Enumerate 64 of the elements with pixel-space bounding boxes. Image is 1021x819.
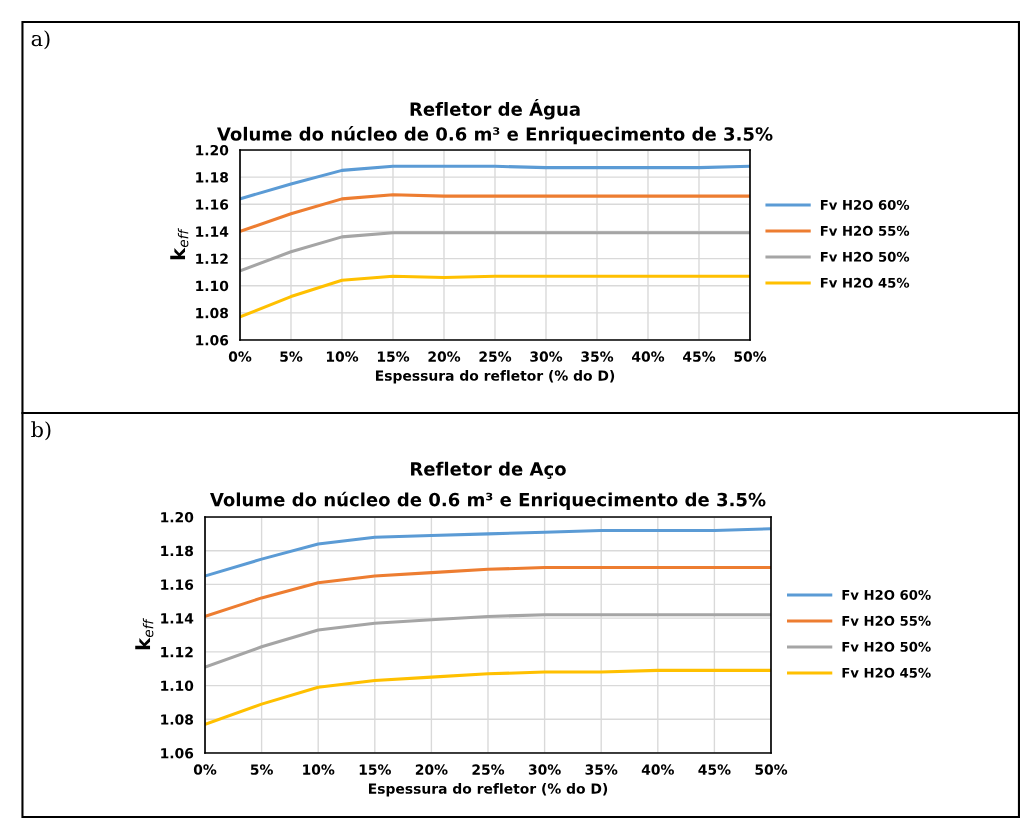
x-tick-label: 50% (734, 351, 767, 362)
text: b) (31, 421, 51, 441)
x-tick-label: 40% (641, 764, 674, 775)
x-tick-label: 10% (303, 764, 335, 775)
legend-label: Fv H2O 60% (820, 199, 910, 210)
x-tick-label: 35% (585, 764, 618, 775)
chart-subtitle: Volume do núcleo de 0.6 m³ e Enriquecimento de 3.5% (210, 491, 766, 510)
x-tick-label: 20% (415, 764, 448, 775)
line-series (240, 164, 750, 201)
y-tick-label: 1.18 (161, 545, 194, 557)
y-tick-label: 1.18 (196, 172, 229, 183)
x-tick-label: 25% (472, 764, 505, 775)
y-axis-title: k$_{eff}$ (170, 228, 189, 260)
x-tick-label: 50% (755, 764, 788, 775)
x-axis-title: Espessura do refletor (% do D) (368, 783, 608, 797)
y-tick-label: 1.06 (196, 334, 229, 346)
y-tick-label: 1.10 (161, 680, 194, 692)
x-tick-label: 5% (280, 351, 303, 362)
x-tick-label: 45% (698, 764, 731, 775)
x-tick-label: 10% (326, 351, 359, 362)
legend-label: Fv H2O 45% (842, 667, 931, 678)
line-series (240, 231, 750, 273)
x-tick-label: 15% (359, 764, 391, 775)
chart-title: Refletor de Aço (411, 461, 566, 480)
x-tick-label: 35% (581, 351, 614, 362)
legend-label: Fv H2O 55% (820, 225, 910, 236)
y-tick-label: 1.14 (196, 226, 229, 237)
y-axis-title: k$_{eff}$ (135, 618, 154, 650)
y-tick-label: 1.20 (196, 144, 229, 156)
y-tick-label: 1.10 (196, 280, 229, 292)
y-tick-label: 1.16 (196, 199, 229, 210)
x-tick-label: 40% (632, 351, 665, 362)
line-series (205, 527, 771, 578)
text: a) (31, 30, 50, 50)
y-tick-label: 1.06 (161, 747, 194, 759)
y-tick-label: 1.14 (161, 613, 194, 624)
x-tick-label: 0% (228, 351, 252, 362)
line-series (205, 613, 771, 669)
legend-label: Fv H2O 60% (842, 589, 931, 600)
y-tick-label: 1.12 (161, 646, 193, 658)
x-axis-title: Espessura do refletor (% do D) (375, 370, 615, 384)
legend-label: Fv H2O 50% (820, 251, 910, 262)
x-tick-label: 30% (528, 764, 561, 775)
y-tick-label: 1.16 (161, 579, 194, 590)
legend-label: Fv H2O 55% (842, 615, 931, 626)
legend-label: Fv H2O 45% (820, 277, 910, 288)
chart-subtitle: Volume do núcleo de 0.6 m³ e Enriquecimento de 3.5% (217, 126, 773, 145)
line-series (205, 566, 771, 618)
x-tick-label: 45% (683, 351, 716, 362)
line-series (240, 193, 750, 233)
line-series (205, 668, 771, 726)
y-tick-label: 1.20 (161, 511, 194, 523)
y-tick-label: 1.08 (161, 714, 194, 725)
x-tick-label: 30% (530, 351, 563, 362)
x-tick-label: 5% (250, 764, 273, 775)
line-series (240, 274, 750, 319)
y-tick-label: 1.08 (196, 307, 229, 319)
legend-label: Fv H2O 50% (842, 641, 931, 652)
x-tick-label: 15% (377, 351, 410, 362)
x-tick-label: 0% (193, 764, 217, 775)
y-tick-label: 1.12 (196, 253, 228, 264)
x-tick-label: 25% (479, 351, 512, 362)
chart-title: Refletor de Água (410, 99, 580, 120)
x-tick-label: 20% (428, 351, 461, 362)
